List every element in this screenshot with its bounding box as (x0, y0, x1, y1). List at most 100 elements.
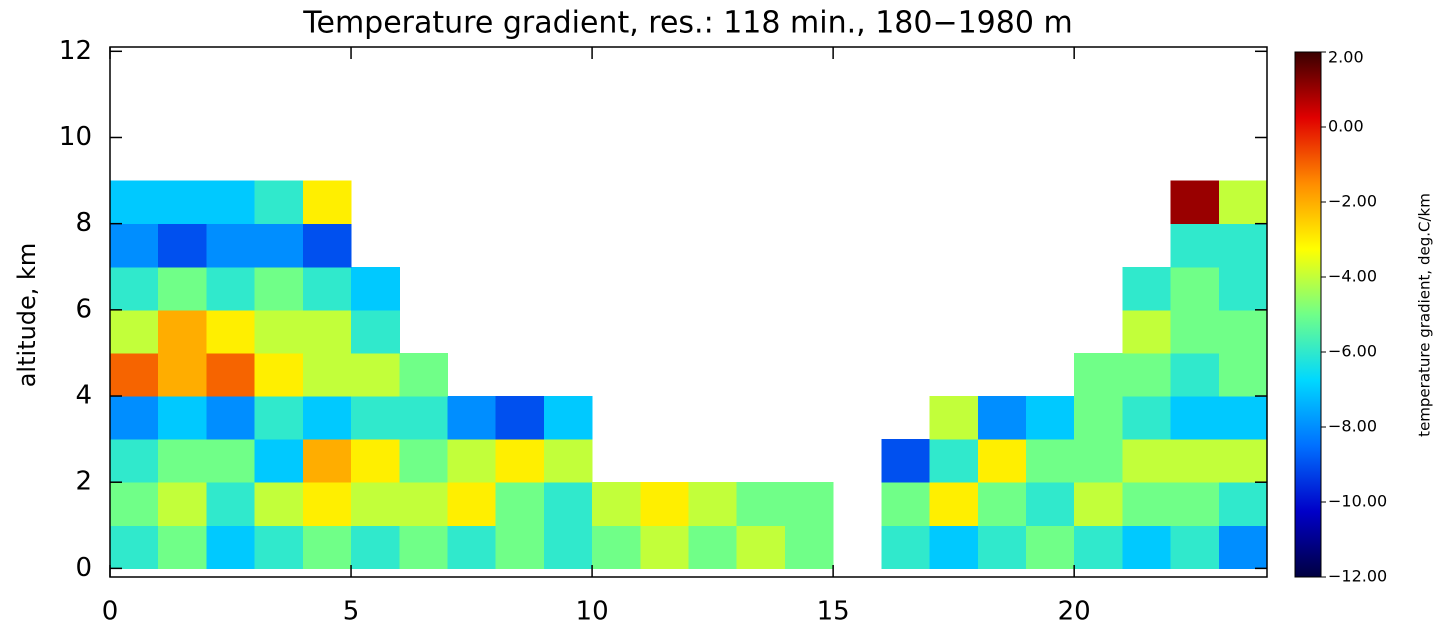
heatmap-cell (254, 352, 304, 397)
heatmap-cell (1218, 482, 1268, 526)
heatmap-cell (206, 223, 256, 268)
heatmap-cell (1122, 352, 1172, 397)
heatmap-cell (1170, 223, 1220, 268)
heatmap-cell (1025, 439, 1075, 483)
heatmap-cell (1218, 309, 1268, 354)
heatmap-cell (1170, 352, 1220, 397)
heatmap-cell (206, 309, 256, 354)
heatmap-cell (736, 525, 786, 569)
heatmap-cell (1218, 266, 1268, 311)
heatmap-cell (110, 439, 159, 483)
heatmap-cell (1074, 352, 1123, 397)
heatmap-cell (495, 482, 545, 526)
heatmap-cell (1170, 396, 1220, 440)
heatmap-cell (302, 309, 352, 354)
heatmap-cell (302, 439, 352, 483)
heatmap-cell (495, 396, 545, 440)
heatmap-cell (302, 223, 352, 268)
heatmap-cell (110, 180, 159, 225)
heatmap-cell (351, 525, 400, 569)
heatmap-cell (110, 309, 159, 354)
heatmap-cell (399, 396, 448, 440)
heatmap-cell (399, 439, 448, 483)
heatmap-cell (110, 482, 159, 526)
colorbar-tick-label: 2.00 (1328, 48, 1364, 67)
heatmap-cell (881, 525, 931, 569)
heatmap-cell (736, 482, 786, 526)
colorbar-tick-label: −4.00 (1328, 267, 1377, 286)
heatmap-cell (158, 266, 207, 311)
x-tick-label: 20 (1058, 597, 1091, 627)
heatmap-cell (206, 266, 256, 311)
colorbar-label: temperature gradient, deg.C/km (1416, 193, 1434, 437)
heatmap-cell (158, 352, 207, 397)
heatmap-cell (543, 482, 593, 526)
heatmap-cell (929, 439, 979, 483)
heatmap-cell (1122, 439, 1172, 483)
heatmap-cell (110, 223, 159, 268)
heatmap-cell (206, 396, 256, 440)
heatmap-cell (399, 482, 448, 526)
y-tick-label: 0 (75, 553, 92, 583)
heatmap-cell (1218, 525, 1268, 569)
heatmap-cell (254, 180, 304, 225)
heatmap-cell (158, 180, 207, 225)
y-axis-label: altitude, km (13, 243, 41, 388)
heatmap-cell (977, 396, 1027, 440)
x-tick-label: 5 (343, 597, 360, 627)
heatmap-cell (254, 482, 304, 526)
heatmap-cell (1074, 439, 1123, 483)
heatmap-cell (543, 525, 593, 569)
x-tick-label: 15 (817, 597, 850, 627)
heatmap-cell (1170, 309, 1220, 354)
colorbar-tick-label: −12.00 (1328, 567, 1387, 586)
heatmap-cell (1170, 266, 1220, 311)
heatmap-cell (158, 525, 207, 569)
colorbar-tick-label: −10.00 (1328, 492, 1387, 511)
heatmap-cell (447, 439, 497, 483)
heatmap-cell (1074, 525, 1123, 569)
heatmap-cell (543, 396, 593, 440)
heatmap-cell (688, 482, 738, 526)
heatmap-cell (206, 439, 256, 483)
heatmap-cell (302, 525, 352, 569)
heatmap-cell (110, 352, 159, 397)
heatmap-cell (447, 396, 497, 440)
colorbar-tick-label: −6.00 (1328, 342, 1377, 361)
heatmap-cell (495, 439, 545, 483)
heatmap-cell (1218, 396, 1268, 440)
colorbar-tick-label: 0.00 (1328, 117, 1364, 136)
heatmap-cell (254, 439, 304, 483)
heatmap-cell (1170, 482, 1220, 526)
heatmap-cell (351, 309, 400, 354)
heatmap-cell (206, 180, 256, 225)
heatmap-cell (495, 525, 545, 569)
heatmap-cell (351, 482, 400, 526)
heatmap-cell (784, 482, 834, 526)
heatmap-cell (399, 352, 448, 397)
heatmap-cell (881, 439, 931, 483)
heatmap-cell (1218, 352, 1268, 397)
heatmap-cell (302, 396, 352, 440)
heatmap-cell (1122, 266, 1172, 311)
heatmap-cell (1122, 309, 1172, 354)
heatmap-cell (929, 396, 979, 440)
heatmap-cell (254, 266, 304, 311)
heatmap-cell (543, 439, 593, 483)
heatmap-cell (302, 266, 352, 311)
heatmap-cell (351, 352, 400, 397)
heatmap-cell (1025, 525, 1075, 569)
heatmap-cell (1122, 525, 1172, 569)
heatmap-cell (977, 525, 1027, 569)
heatmap-cell (158, 223, 207, 268)
y-tick-label: 8 (75, 208, 92, 238)
heatmap-cell (1025, 482, 1075, 526)
y-tick-label: 10 (59, 122, 92, 152)
colorbar-tick-label: −2.00 (1328, 192, 1377, 211)
heatmap-cell (1170, 180, 1220, 225)
y-tick-label: 4 (75, 381, 92, 411)
heatmap-cell (1218, 180, 1268, 225)
heatmap-cell (254, 396, 304, 440)
heatmap-cell (447, 525, 497, 569)
